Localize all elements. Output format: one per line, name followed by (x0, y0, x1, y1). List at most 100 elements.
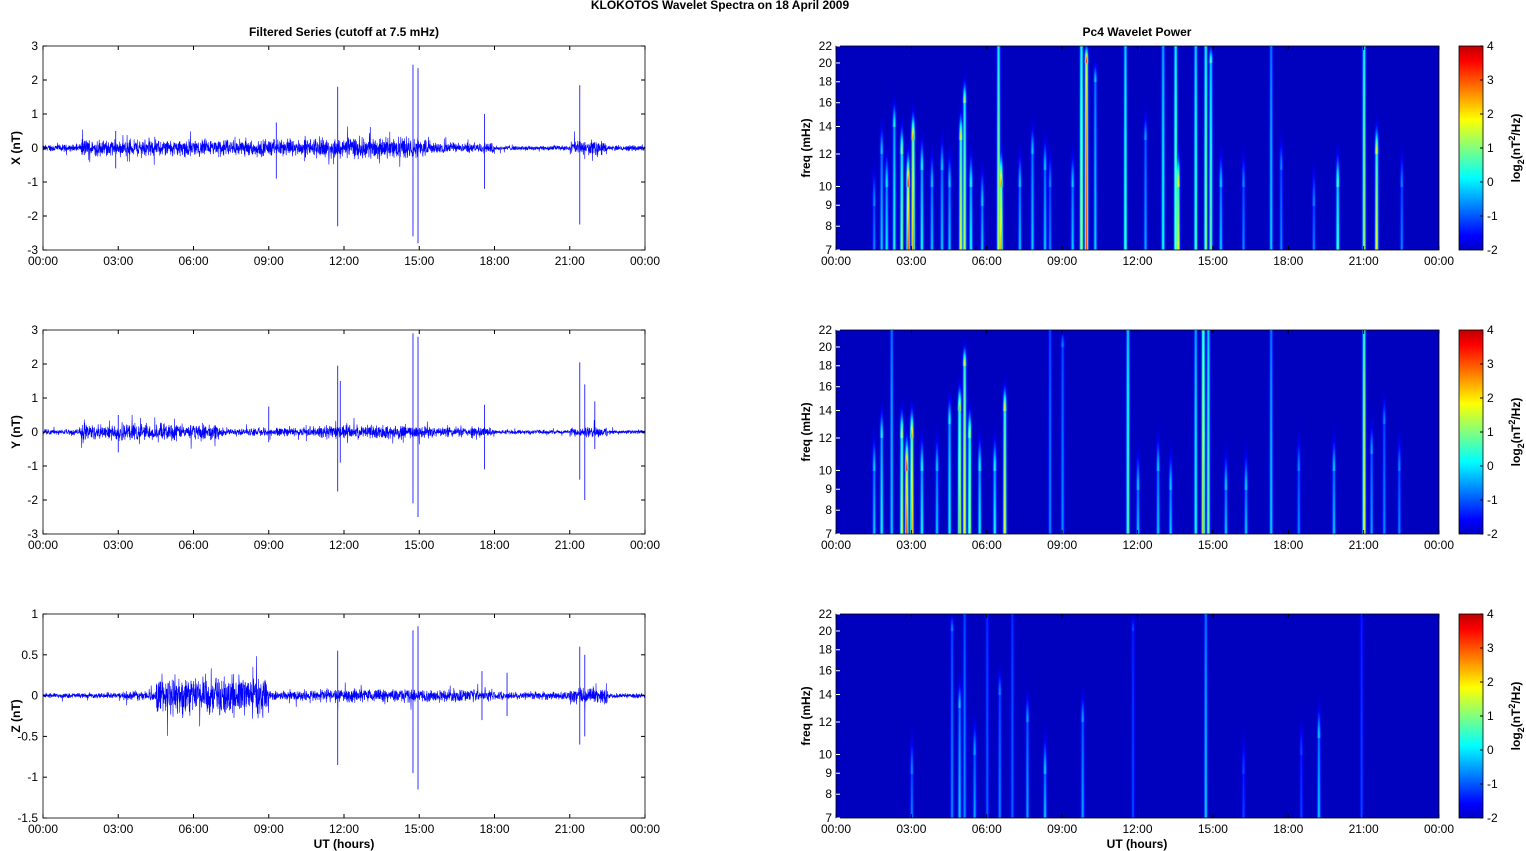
freq-tick-label: 12 (819, 431, 833, 445)
y-axis-label: Y (nT) (9, 415, 23, 449)
y-tick-label: -2 (27, 209, 38, 223)
colorbar-label: log2(nT2/Hz) (1507, 398, 1526, 467)
colorbar-label-part: /Hz) (1509, 398, 1523, 420)
colorbar-tick-label: -2 (1487, 243, 1498, 257)
freq-tick-label: 9 (825, 766, 832, 780)
y-tick-label: 0 (31, 141, 38, 155)
x-tick-label: 18:00 (479, 822, 509, 836)
colorbar-label-part: (nT (1509, 424, 1523, 443)
colorbar-tick-label: -1 (1487, 777, 1498, 791)
colorbar-label: log2(nT2/Hz) (1507, 682, 1526, 751)
colorbar-label-part: /Hz) (1509, 114, 1523, 136)
freq-tick-label: 20 (819, 56, 833, 70)
x-tick-label: 00:00 (28, 538, 58, 552)
x-tick-label: 00:00 (28, 254, 58, 268)
x-tick-label: 15:00 (1198, 254, 1228, 268)
x-tick-label: 21:00 (555, 254, 585, 268)
freq-tick-label: 7 (825, 811, 832, 825)
x-tick-label: 06:00 (178, 822, 208, 836)
freq-tick-label: 8 (825, 787, 832, 801)
freq-tick-label: 16 (819, 664, 833, 678)
y-tick-label: 0.5 (21, 648, 38, 662)
colorbar-tick-label: 3 (1487, 641, 1494, 655)
time-series-panel-z (42, 626, 646, 790)
x-tick-label: 00:00 (630, 254, 660, 268)
x-tick-label: 21:00 (1349, 822, 1379, 836)
x-tick-label: 06:00 (972, 538, 1002, 552)
colorbar-tick-label: 4 (1487, 39, 1494, 53)
x-tick-label: 09:00 (254, 538, 284, 552)
x-tick-label: 06:00 (178, 538, 208, 552)
freq-axis-label: freq (mHz) (799, 686, 813, 745)
colorbar-label-part: log (1509, 164, 1523, 182)
colorbar-tick-label: 2 (1487, 107, 1494, 121)
colorbar (1459, 330, 1483, 534)
colorbar-label-part: 2 (1507, 420, 1517, 425)
freq-tick-label: 18 (819, 359, 833, 373)
x-tick-label: 09:00 (1047, 538, 1077, 552)
y-tick-label: 2 (31, 357, 38, 371)
x-tick-label: 15:00 (404, 822, 434, 836)
x-tick-label: 09:00 (254, 254, 284, 268)
y-tick-label: -0.5 (17, 729, 38, 743)
colorbar-frame (1458, 329, 1484, 535)
x-tick-label: 12:00 (329, 822, 359, 836)
colorbar-frame (1458, 45, 1484, 251)
colorbar (1459, 46, 1483, 250)
freq-tick-label: 20 (819, 624, 833, 638)
freq-tick-label: 9 (825, 198, 832, 212)
colorbar-tick-label: 0 (1487, 459, 1494, 473)
y-tick-label: 3 (31, 39, 38, 53)
y-axis-label: Z (nT) (9, 699, 23, 732)
wavelet-power-heatmap-z (836, 614, 1439, 818)
freq-tick-label: 10 (819, 179, 833, 193)
y-tick-label: 1 (31, 107, 38, 121)
left-column-title: Filtered Series (cutoff at 7.5 mHz) (249, 25, 439, 39)
colorbar-label-part: 2 (1516, 727, 1526, 732)
x-tick-label: 18:00 (1273, 254, 1303, 268)
colorbar-label-part: /Hz) (1509, 682, 1523, 704)
colorbar-label-part: 2 (1507, 704, 1517, 709)
freq-tick-label: 20 (819, 340, 833, 354)
x-tick-label: 12:00 (329, 254, 359, 268)
x-tick-label: 00:00 (630, 538, 660, 552)
x-tick-label: 12:00 (1122, 822, 1152, 836)
y-tick-label: 1 (31, 391, 38, 405)
y-axis-label: X (nT) (9, 131, 23, 165)
colorbar-tick-label: 1 (1487, 141, 1494, 155)
freq-tick-label: 16 (819, 96, 833, 110)
freq-tick-label: 14 (819, 404, 833, 418)
wavelet-power-heatmap-x (836, 46, 1439, 250)
x-tick-label: 03:00 (896, 254, 926, 268)
axes-frame (835, 613, 1440, 819)
x-tick-label: 12:00 (1122, 254, 1152, 268)
x-tick-label: 15:00 (1198, 822, 1228, 836)
freq-tick-label: 12 (819, 715, 833, 729)
x-axis-label: UT (hours) (1107, 837, 1168, 851)
x-tick-label: 18:00 (479, 254, 509, 268)
right-column-title: Pc4 Wavelet Power (1083, 25, 1192, 39)
y-tick-label: 0 (31, 689, 38, 703)
colorbar-tick-label: -2 (1487, 527, 1498, 541)
series-line-y (42, 414, 646, 449)
colorbar (1459, 614, 1483, 818)
colorbar-tick-label: 4 (1487, 607, 1494, 621)
freq-tick-label: 8 (825, 503, 832, 517)
x-tick-label: 00:00 (1424, 538, 1454, 552)
x-tick-label: 00:00 (821, 538, 851, 552)
colorbar-frame (1458, 613, 1484, 819)
x-tick-label: 18:00 (1273, 538, 1303, 552)
freq-tick-label: 18 (819, 75, 833, 89)
x-tick-label: 12:00 (329, 538, 359, 552)
x-tick-label: 00:00 (1424, 822, 1454, 836)
freq-axis-label: freq (mHz) (799, 402, 813, 461)
x-tick-label: 06:00 (972, 254, 1002, 268)
freq-tick-label: 22 (819, 323, 833, 337)
freq-tick-label: 10 (819, 747, 833, 761)
y-tick-label: 1 (31, 607, 38, 621)
x-tick-label: 03:00 (103, 538, 133, 552)
colorbar-label-part: log (1509, 732, 1523, 750)
x-tick-label: 06:00 (178, 254, 208, 268)
colorbar-tick-label: 3 (1487, 73, 1494, 87)
